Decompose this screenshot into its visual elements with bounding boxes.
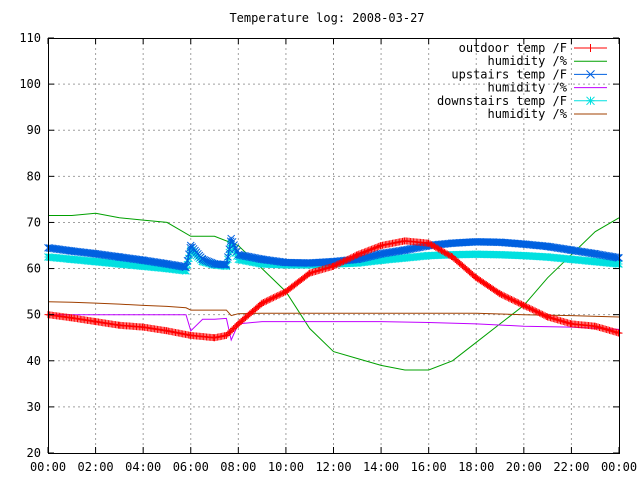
x-tick-label: 22:00 <box>553 460 589 474</box>
series-layer <box>44 212 623 371</box>
y-tick-label: 20 <box>27 446 41 460</box>
legend-label: humidity /% <box>488 54 568 68</box>
x-tick-label: 18:00 <box>458 460 494 474</box>
y-tick-label: 90 <box>27 123 41 137</box>
legend-marker <box>586 96 595 106</box>
chart-title: Temperature log: 2008-03-27 <box>229 11 424 25</box>
axis-ticks: 20 30 40 50 60 70 80 90 100 110 00:00 02:00 04:00 06:… <box>19 31 637 474</box>
x-tick-label: 14:00 <box>363 460 399 474</box>
legend-label: upstairs temp /F <box>451 67 567 81</box>
legend-label: downstairs temp /F <box>437 94 567 108</box>
series-1 <box>48 212 620 371</box>
y-tick-label: 40 <box>27 354 41 368</box>
y-tick-label: 80 <box>27 169 41 183</box>
series-line <box>47 301 620 318</box>
series-line <box>48 314 620 342</box>
x-tick-label: 16:00 <box>411 460 447 474</box>
y-tick-label: 30 <box>27 400 41 414</box>
x-tick-label: 02:00 <box>78 460 114 474</box>
x-tick-label: 20:00 <box>506 460 542 474</box>
y-tick-label: 100 <box>19 77 41 91</box>
series-line <box>48 212 620 371</box>
legend-label: outdoor temp /F <box>459 41 567 55</box>
y-tick-label: 60 <box>27 262 41 276</box>
x-tick-label: 08:00 <box>220 460 256 474</box>
y-tick-label: 50 <box>27 308 41 322</box>
x-tick-label: 00:00 <box>30 460 66 474</box>
series-3 <box>48 314 620 342</box>
x-tick-label: 12:00 <box>315 460 351 474</box>
legend-label: humidity /% <box>488 107 568 121</box>
x-tick-label: 10:00 <box>268 460 304 474</box>
x-tick-label: 04:00 <box>125 460 161 474</box>
legend-label: humidity /% <box>488 81 568 95</box>
x-tick-label: 06:00 <box>173 460 209 474</box>
legend-marker <box>586 70 595 79</box>
y-tick-label: 70 <box>27 215 41 229</box>
series-5 <box>47 301 620 318</box>
legend-marker <box>586 44 595 52</box>
x-tick-label: 00:00 <box>601 460 637 474</box>
y-tick-label: 110 <box>19 31 41 45</box>
